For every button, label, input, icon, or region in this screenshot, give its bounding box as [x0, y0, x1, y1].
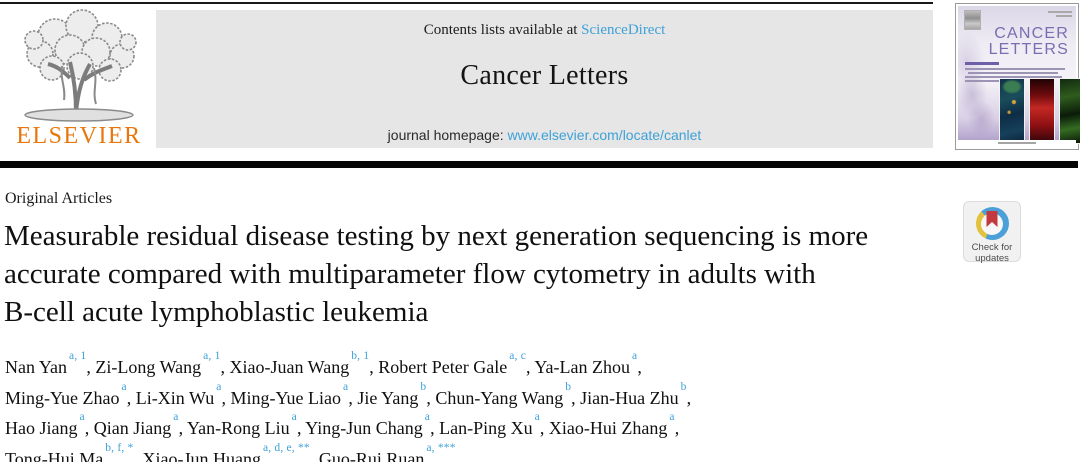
author: Ya-Lan Zhoua, — [534, 350, 642, 377]
author: Ming-Yue Zhaoa, — [5, 380, 136, 408]
cover-image-panel-1 — [999, 78, 1025, 144]
top-rule — [0, 2, 933, 4]
author: Xiao-Juan Wangb, 1, — [229, 350, 379, 377]
author-affiliation-sup: a — [79, 411, 85, 423]
author-line-1: Nan Yana, 1, Zi-Long Wanga, 1, Xiao-Juan… — [5, 350, 691, 381]
crossmark-badge[interactable]: Check for updates — [963, 201, 1021, 264]
article-title: Measurable residual disease testing by n… — [4, 217, 868, 331]
author-affiliation-sup: a — [534, 411, 540, 423]
author: Xiao-Jun Huanga, d, e, **, — [142, 441, 319, 462]
title-line-3: B-cell acute lymphoblastic leukemia — [4, 296, 429, 328]
cover-title: CANCER LETTERS — [988, 25, 1069, 58]
contents-line: Contents lists available at ScienceDirec… — [156, 22, 933, 39]
divider-rule — [0, 161, 1078, 168]
author-affiliation-sup: a — [173, 411, 179, 423]
author: Ying-Jun Changa, — [305, 411, 440, 438]
author-affiliation-sup: a — [424, 411, 431, 423]
author-affiliation-sup: a, 1 — [203, 350, 221, 362]
author-affiliation-sup: a, d, e, ** — [262, 441, 310, 454]
author-affiliation-sup: a — [291, 411, 297, 423]
author-list: Nan Yana, 1, Zi-Long Wanga, 1, Xiao-Juan… — [5, 350, 691, 462]
journal-title: Cancer Letters — [460, 60, 629, 91]
author-affiliation-sup: b — [420, 380, 427, 393]
author-affiliation-sup: a — [121, 380, 127, 393]
author: Xiao-Hui Zhanga, — [548, 411, 680, 438]
cover-image-panel-2 — [1029, 78, 1055, 144]
cover-issn — [1048, 11, 1072, 19]
author-affiliation-sup: b — [565, 380, 572, 393]
elsevier-wordmark: ELSEVIER — [16, 123, 142, 149]
section-label: Original Articles — [5, 190, 113, 207]
sciencedirect-link[interactable]: ScienceDirect — [581, 22, 666, 38]
author-line-4: Tong-Hui Mab, f, *, Xiao-Jun Huanga, d, … — [5, 442, 691, 462]
author: Nan Yana, 1, — [5, 350, 96, 377]
author: Tong-Hui Mab, f, *, — [5, 441, 143, 462]
author: Yan-Rong Liua, — [186, 411, 306, 438]
author-affiliation-sup: b, f, * — [105, 441, 134, 454]
title-line-2: accurate compared with multiparameter fl… — [4, 258, 816, 290]
author: Robert Peter Galea, c, — [378, 350, 535, 377]
author: Zi-Long Wanga, 1, — [95, 350, 230, 377]
contents-prefix: Contents lists available at — [423, 22, 582, 38]
author-line-3: Hao Jianga, Qian Jianga, Yan-Rong Liua, … — [5, 411, 691, 442]
homepage-link[interactable]: www.elsevier.com/locate/canlet — [507, 127, 702, 143]
cover-logo — [964, 10, 981, 30]
author-affiliation-sup: a, 1 — [69, 350, 87, 362]
homepage-line: journal homepage: www.elsevier.com/locat… — [156, 127, 933, 143]
cover-art: CANCER LETTERS — [958, 6, 1080, 144]
author: Ming-Yue Liaoa, — [230, 380, 358, 408]
author-affiliation-sup: a — [669, 411, 675, 423]
crossmark-label: Check for updates — [971, 242, 1013, 264]
crossmark-ring-icon — [975, 207, 1009, 240]
homepage-prefix: journal homepage: — [387, 127, 508, 143]
author-affiliation-sup: a, *** — [426, 441, 456, 454]
journal-cover[interactable]: CANCER LETTERS — [955, 3, 1080, 150]
elsevier-tree-icon — [24, 9, 137, 122]
author: Chun-Yang Wangb, — [435, 380, 581, 408]
cover-editor-lines — [965, 62, 1069, 84]
crossmark-bookmark-icon — [986, 211, 998, 227]
author-affiliation-sup: a — [343, 380, 349, 393]
cover-image-panel-3 — [1059, 78, 1080, 144]
author-affiliation-sup: a — [216, 380, 222, 393]
cover-image-panels — [999, 78, 1080, 144]
author-affiliation-sup: b, 1 — [351, 350, 370, 362]
author-affiliation-sup: a, c — [509, 350, 527, 362]
author: Guo-Rui Ruana, *** — [318, 441, 456, 462]
title-line-1: Measurable residual disease testing by n… — [4, 220, 869, 252]
author-affiliation-sup: a — [632, 350, 638, 362]
author: Hao Jianga, — [5, 411, 94, 438]
journal-masthead: Contents lists available at ScienceDirec… — [156, 10, 933, 148]
author: Lan-Ping Xua, — [439, 411, 549, 438]
author: Li-Xin Wua, — [135, 380, 231, 408]
author-line-2: Ming-Yue Zhaoa, Li-Xin Wua, Ming-Yue Lia… — [5, 381, 691, 412]
author: Jie Yangb, — [357, 380, 436, 408]
cover-footer — [958, 140, 1076, 147]
elsevier-logo[interactable]: ELSEVIER — [4, 8, 154, 150]
author-affiliation-sup: b — [680, 380, 687, 393]
author: Jian-Hua Zhub, — [580, 380, 692, 408]
author: Qian Jianga, — [93, 411, 187, 438]
